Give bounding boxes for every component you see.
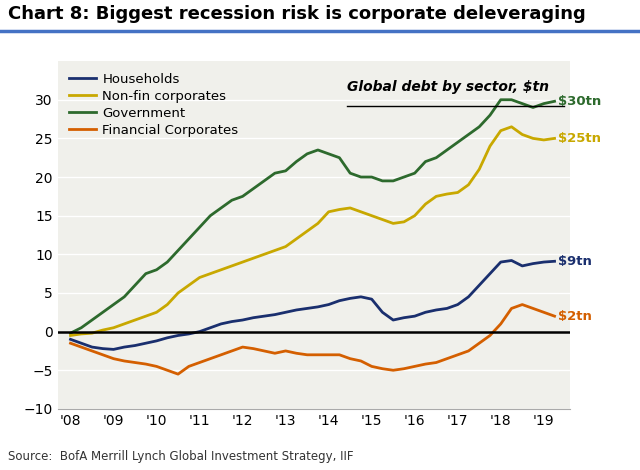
- Text: Global debt by sector, $tn: Global debt by sector, $tn: [347, 80, 549, 94]
- Text: $25tn: $25tn: [557, 132, 600, 145]
- Text: $2tn: $2tn: [557, 310, 591, 322]
- Text: $30tn: $30tn: [557, 95, 601, 108]
- Text: $9tn: $9tn: [557, 255, 591, 268]
- Text: Chart 8: Biggest recession risk is corporate deleveraging: Chart 8: Biggest recession risk is corpo…: [8, 5, 586, 23]
- Text: Source:  BofA Merrill Lynch Global Investment Strategy, IIF: Source: BofA Merrill Lynch Global Invest…: [8, 450, 353, 463]
- Legend: Households, Non-fin corporates, Government, Financial Corporates: Households, Non-fin corporates, Governme…: [64, 68, 244, 142]
